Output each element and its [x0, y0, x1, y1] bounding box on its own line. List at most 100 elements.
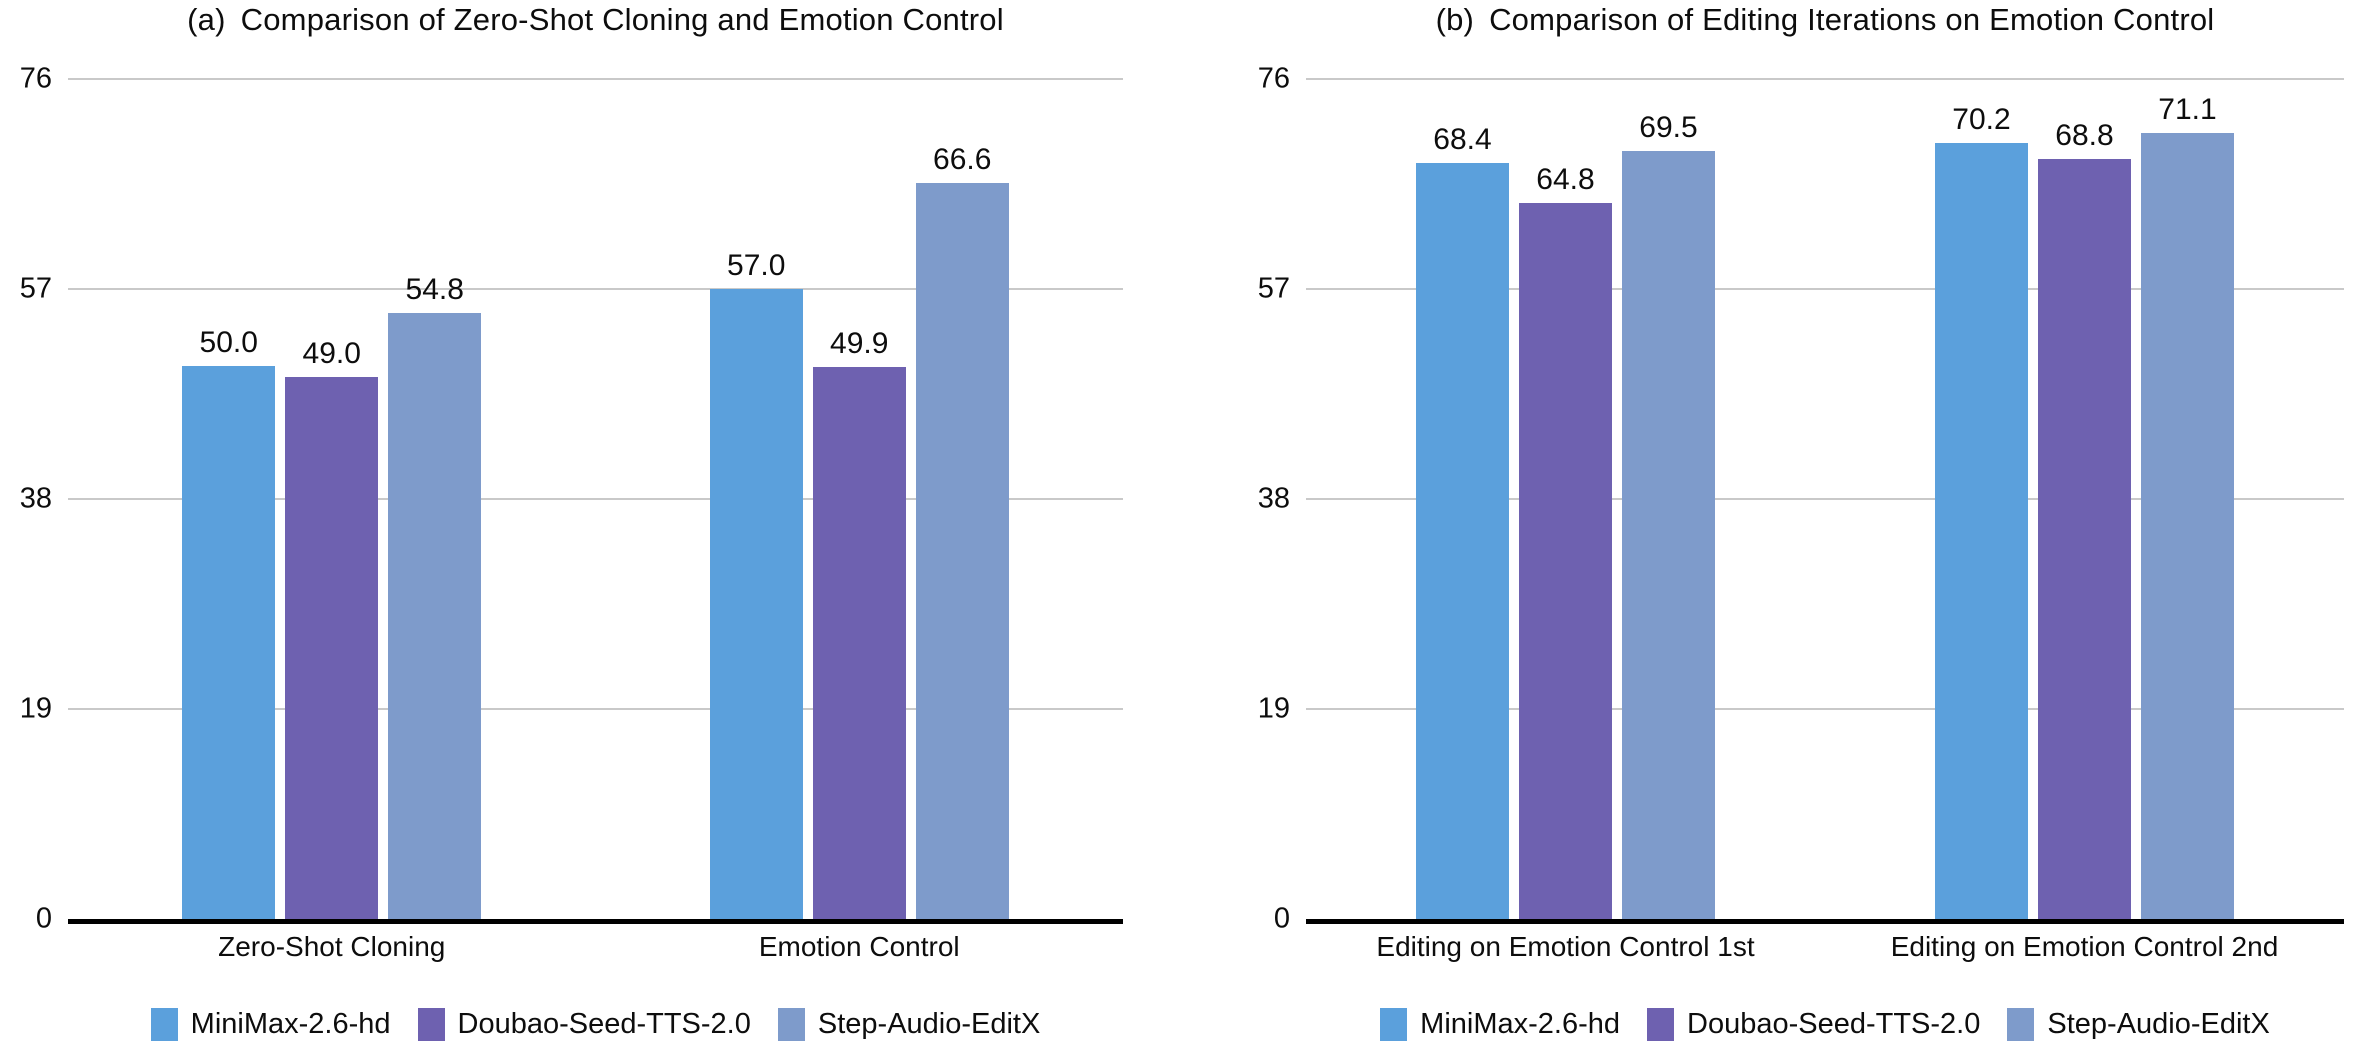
- bar-column: 54.8: [388, 273, 482, 919]
- y-tick-label-0: 0: [35, 902, 52, 935]
- legend-label: Step-Audio-EditX: [2047, 1007, 2270, 1040]
- legend-label: Doubao-Seed-TTS-2.0: [1687, 1007, 1981, 1040]
- category-label-slot: Editing on Emotion Control 1st: [1306, 931, 1825, 963]
- bar: [1416, 163, 1509, 919]
- bar: [182, 366, 276, 919]
- bar-column: 69.5: [1622, 111, 1715, 919]
- y-tick-label-38: 38: [1257, 482, 1290, 515]
- legend-swatch: [1647, 1007, 1674, 1041]
- bar-group: 70.2 68.8 71.1: [1825, 79, 2344, 919]
- bar-value-label: 57.0: [727, 249, 786, 282]
- y-tick-label-19: 19: [1257, 692, 1290, 725]
- chart-b-bar-groups: 68.4 64.8 69.5 70.2 68.8 71.1: [1306, 79, 2344, 919]
- chart-b-title: (b) Comparison of Editing Iterations on E…: [1306, 2, 2344, 38]
- category-label-slot: Editing on Emotion Control 2nd: [1825, 931, 2344, 963]
- bar-column: 70.2: [1935, 103, 2028, 919]
- y-tick-label-76: 76: [19, 62, 52, 95]
- gridline-38: [68, 498, 1123, 500]
- y-tick-label-57: 57: [1257, 272, 1290, 305]
- bar-group: 50.0 49.0 54.8: [68, 79, 596, 919]
- category-label-slot: Emotion Control: [596, 931, 1124, 963]
- bar-column: 50.0: [182, 326, 276, 919]
- bar: [2141, 133, 2234, 919]
- bar-value-label: 54.8: [405, 273, 464, 307]
- category-label: Editing on Emotion Control 2nd: [1890, 931, 2279, 962]
- chart-b-legend: MiniMax-2.6-hd Doubao-Seed-TTS-2.0 Step-Au…: [1306, 1002, 2344, 1046]
- bar-column: 57.0: [709, 249, 803, 919]
- bar-value-label: 64.8: [1536, 162, 1595, 196]
- legend-item: MiniMax-2.6-hd: [1380, 1007, 1620, 1041]
- gridline-76: [68, 78, 1123, 80]
- bar-column: 64.8: [1519, 163, 1612, 919]
- bar-value-label: 66.6: [933, 142, 992, 176]
- legend-label: MiniMax-2.6-hd: [190, 1007, 391, 1040]
- bar-column: 49.0: [285, 337, 379, 919]
- bar-value-label: 71.1: [2158, 93, 2217, 127]
- category-label: Emotion Control: [758, 931, 960, 962]
- legend-swatch: [1380, 1007, 1408, 1041]
- legend-item: Doubao-Seed-TTS-2.0: [417, 1007, 751, 1041]
- bar: [1519, 202, 1612, 919]
- gridline-57: [68, 288, 1123, 290]
- chart-a-title: (a) Comparison of Zero-Shot Cloning and E…: [68, 2, 1123, 38]
- legend-item: Step-Audio-EditX: [777, 1007, 1041, 1041]
- chart-a-plot-area: 50.0 49.0 54.8 57.0 49.9 66.6 0 19 38 57 76: [20, 63, 1123, 935]
- bar-value-label: 49.9: [830, 327, 889, 361]
- bar-value-label: 49.0: [302, 337, 361, 371]
- bar-group: 57.0 49.9 66.6: [596, 79, 1124, 919]
- gridline-19: [68, 708, 1123, 710]
- chart-b-title-text: Comparison of Editing Iterations on Emot…: [1489, 2, 2215, 37]
- legend-item: Step-Audio-EditX: [2007, 1007, 2270, 1041]
- chart-a-bar-groups: 50.0 49.0 54.8 57.0 49.9 66.6: [68, 79, 1123, 919]
- category-label: Zero-Shot Cloning: [218, 931, 446, 962]
- y-tick-label-19: 19: [19, 692, 52, 725]
- chart-a: (a) Comparison of Zero-Shot Cloning and E…: [20, 2, 1123, 1041]
- bar: [915, 182, 1009, 919]
- bar-column: 68.4: [1416, 123, 1509, 919]
- gridline-57: [1306, 288, 2344, 290]
- bar-group: 68.4 64.8 69.5: [1306, 79, 1825, 919]
- legend-swatch: [2007, 1007, 2035, 1041]
- legend-swatch: [417, 1007, 445, 1041]
- bar: [1622, 150, 1715, 919]
- bar-value-label: 68.8: [2055, 118, 2114, 152]
- legend-label: MiniMax-2.6-hd: [1420, 1007, 1620, 1040]
- chart-a-category-labels: Zero-Shot Cloning Emotion Control: [68, 931, 1123, 963]
- chart-b: (b) Comparison of Editing Iterations on E…: [1238, 0, 2365, 1061]
- bar: [388, 313, 482, 919]
- chart-b-category-labels: Editing on Emotion Control 1st Editing on…: [1306, 931, 2344, 963]
- chart-b-plot-area: 68.4 64.8 69.5 70.2 68.8 71.1 0 19 38 57 76: [1258, 63, 2344, 935]
- legend-swatch: [777, 1007, 805, 1041]
- bar: [709, 289, 803, 919]
- bar-value-label: 68.4: [1433, 123, 1492, 156]
- gridline-38: [1306, 498, 2344, 500]
- category-label: Editing on Emotion Control 1st: [1376, 931, 1755, 962]
- bar-column: 66.6: [915, 143, 1009, 919]
- legend-item: MiniMax-2.6-hd: [150, 1007, 391, 1041]
- bar-value-label: 70.2: [1952, 103, 2011, 137]
- bar-value-label: 50.0: [199, 326, 258, 360]
- bar: [1935, 143, 2028, 919]
- bar-value-label: 69.5: [1639, 110, 1698, 144]
- legend-item: Doubao-Seed-TTS-2.0: [1647, 1007, 1981, 1041]
- category-label-slot: Zero-Shot Cloning: [68, 931, 596, 963]
- y-tick-label-57: 57: [19, 272, 52, 305]
- bar: [2038, 158, 2131, 919]
- gridline-19: [1306, 708, 2344, 710]
- chart-a-title-text: Comparison of Zero-Shot Cloning and Emot…: [240, 2, 1004, 37]
- bar-column: 68.8: [2038, 119, 2131, 919]
- chart-b-title-prefix: (b): [1435, 2, 1475, 37]
- y-tick-label-38: 38: [19, 482, 52, 515]
- y-tick-label-76: 76: [1257, 62, 1290, 95]
- chart-a-title-prefix: (a): [187, 2, 226, 37]
- legend-label: Doubao-Seed-TTS-2.0: [457, 1007, 751, 1040]
- bar: [285, 377, 379, 919]
- bar-column: 49.9: [812, 327, 906, 919]
- bar: [812, 367, 906, 919]
- y-tick-label-0: 0: [1273, 902, 1290, 935]
- bar-column: 71.1: [2141, 93, 2234, 919]
- gridline-76: [1306, 78, 2344, 80]
- legend-label: Step-Audio-EditX: [817, 1007, 1041, 1040]
- legend-swatch: [150, 1007, 178, 1041]
